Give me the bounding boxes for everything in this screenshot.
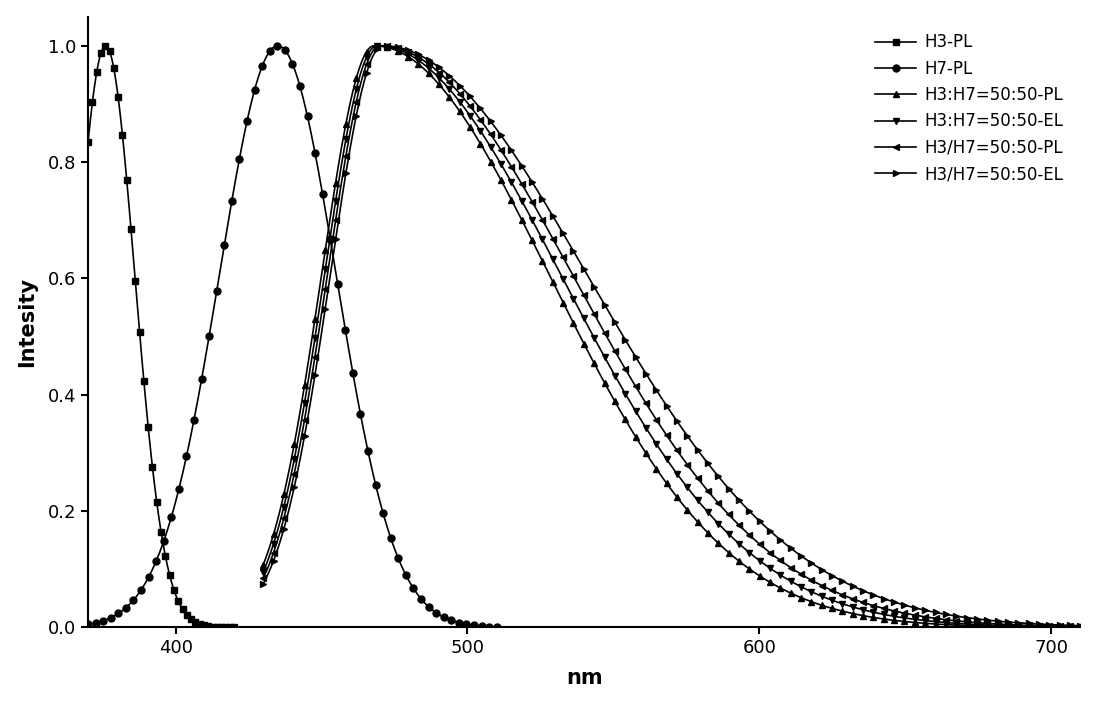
Y-axis label: Intesity: Intesity: [16, 277, 36, 367]
X-axis label: nm: nm: [566, 668, 602, 688]
Legend: H3-PL, H7-PL, H3:H7=50:50-PL, H3:H7=50:50-EL, H3/H7=50:50-PL, H3/H7=50:50-EL: H3-PL, H7-PL, H3:H7=50:50-PL, H3:H7=50:5…: [867, 25, 1072, 191]
